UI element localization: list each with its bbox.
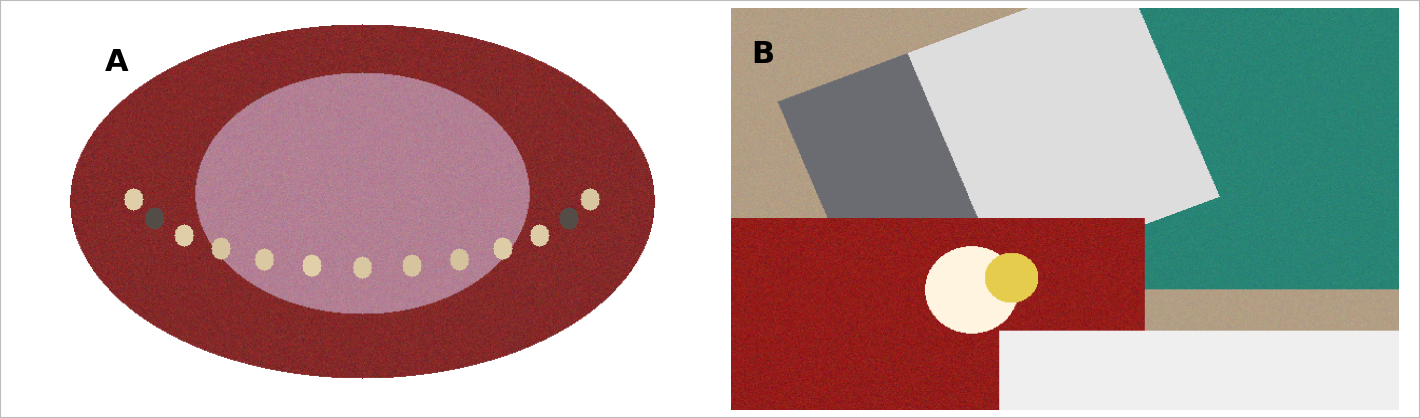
Text: B: B	[751, 41, 774, 69]
Text: A: A	[105, 48, 128, 77]
